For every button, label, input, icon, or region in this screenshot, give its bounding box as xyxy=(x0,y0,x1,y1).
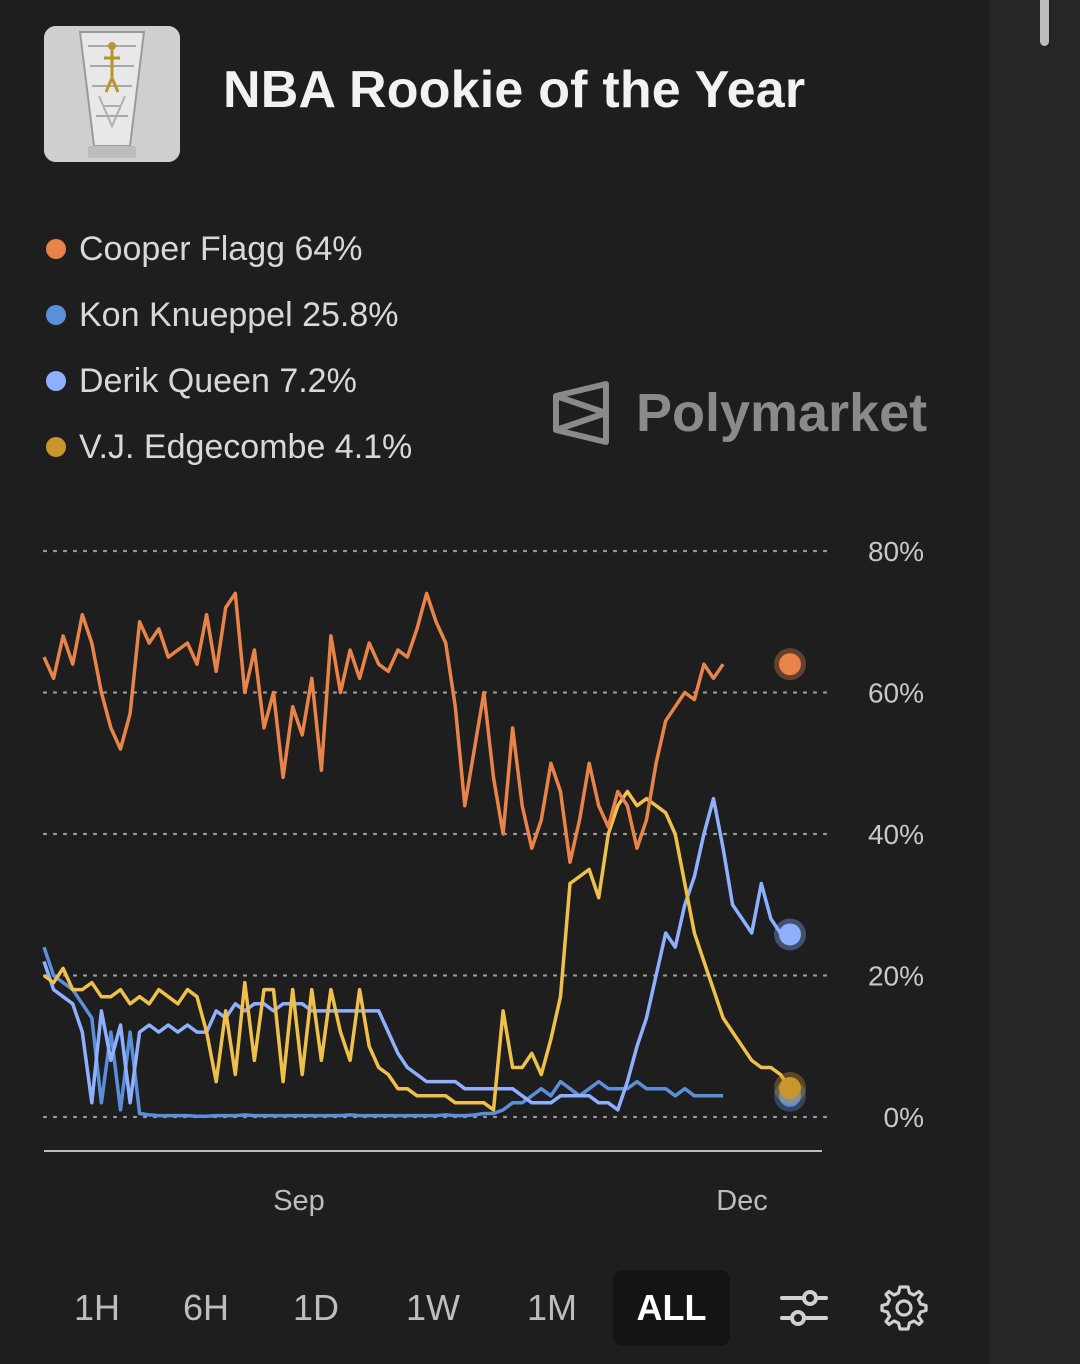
time-range-bar: 1H 6H 1D 1W 1M ALL xyxy=(0,1270,990,1346)
series-line-derik-queen xyxy=(42,796,791,1112)
range-all-button[interactable]: ALL xyxy=(613,1270,730,1346)
legend-dot xyxy=(46,239,66,259)
series-line-v-j-edgecombe xyxy=(42,789,792,1112)
series-line-kon-knueppel xyxy=(42,946,724,1119)
line-chart: 80% 60% 40% 20% 0% Sep Dec xyxy=(42,536,924,1217)
range-1d-button[interactable]: 1D xyxy=(292,1287,340,1328)
range-1h-button[interactable]: 1H xyxy=(73,1287,121,1328)
legend-dot xyxy=(46,371,66,391)
side-panel-strip xyxy=(990,0,1080,1364)
legend-item-vj-edgecombe: V.J. Edgecombe 4.1% xyxy=(44,414,412,480)
scrollbar-thumb[interactable] xyxy=(1040,0,1049,46)
polymarket-logo-icon xyxy=(553,381,609,445)
chart-legend: Cooper Flagg 64% Kon Knueppel 25.8% Deri… xyxy=(44,216,412,480)
brand-name: Polymarket xyxy=(636,383,928,443)
gear-icon[interactable] xyxy=(880,1284,928,1332)
y-tick-label: 0% xyxy=(884,1102,924,1133)
sliders-icon[interactable] xyxy=(780,1284,828,1332)
series-end-marker xyxy=(779,1076,801,1099)
legend-label: Cooper Flagg 64% xyxy=(79,229,363,268)
legend-item-derik-queen: Derik Queen 7.2% xyxy=(44,348,412,414)
legend-item-cooper-flagg: Cooper Flagg 64% xyxy=(44,216,412,282)
page-title: NBA Rookie of the Year xyxy=(223,61,806,119)
series-end-marker xyxy=(779,923,801,946)
range-6h-button[interactable]: 6H xyxy=(182,1287,230,1328)
y-axis-ticks: 80% 60% 40% 20% 0% xyxy=(868,536,924,1133)
y-tick-label: 60% xyxy=(868,678,924,709)
legend-dot xyxy=(46,437,66,457)
legend-item-kon-knueppel: Kon Knueppel 25.8% xyxy=(44,282,412,348)
range-1w-button[interactable]: 1W xyxy=(406,1287,460,1328)
legend-label: Derik Queen 7.2% xyxy=(79,361,357,400)
series-end-marker xyxy=(779,653,801,676)
trophy-thumbnail xyxy=(44,26,180,162)
chart-series xyxy=(42,591,806,1119)
x-tick-label: Sep xyxy=(273,1185,325,1217)
x-axis-ticks: Sep Dec xyxy=(273,1185,768,1217)
polymarket-brand: Polymarket xyxy=(552,380,927,446)
y-tick-label: 20% xyxy=(868,961,924,992)
legend-label: V.J. Edgecombe 4.1% xyxy=(79,427,413,466)
series-line-cooper-flagg xyxy=(42,591,725,865)
legend-label: Kon Knueppel 25.8% xyxy=(79,295,399,334)
trophy-icon xyxy=(44,26,180,162)
x-tick-label: Dec xyxy=(716,1185,768,1217)
legend-dot xyxy=(46,305,66,325)
range-1m-button[interactable]: 1M xyxy=(526,1287,577,1328)
y-tick-label: 80% xyxy=(868,536,924,567)
y-tick-label: 40% xyxy=(868,819,924,850)
